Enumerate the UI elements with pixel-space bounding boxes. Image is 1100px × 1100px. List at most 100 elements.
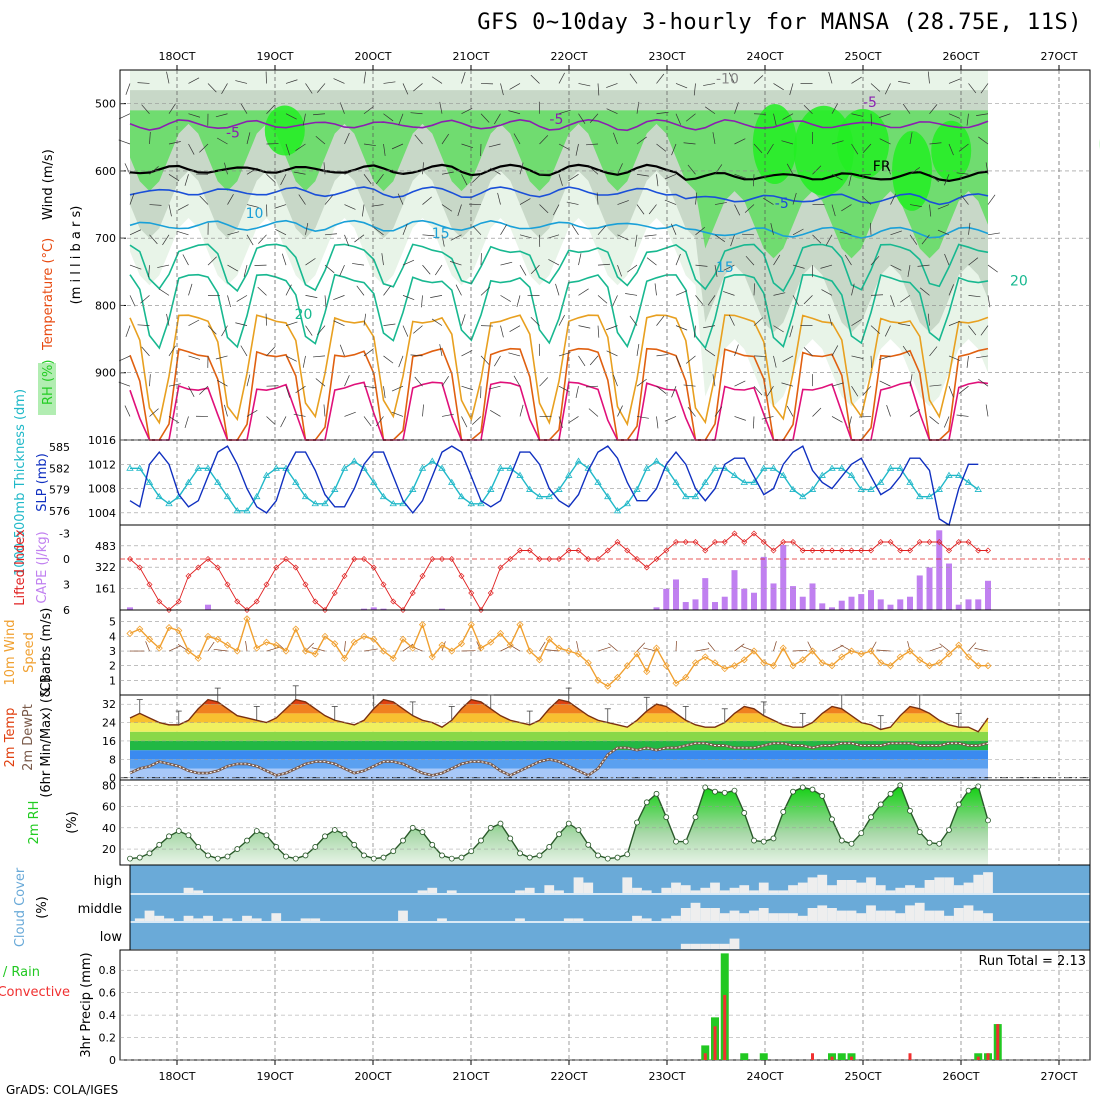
li-marker	[526, 547, 533, 554]
cape-bar	[790, 586, 796, 610]
li-marker	[127, 556, 133, 562]
cape-bar	[858, 594, 865, 610]
wind-barb	[671, 386, 677, 398]
rh2m-marker	[429, 841, 436, 848]
y-tick-label: 16	[102, 735, 116, 748]
wind-barb	[207, 83, 217, 93]
thickness-marker	[740, 478, 748, 485]
wind-barb	[555, 283, 560, 296]
cloud-bar-high	[934, 877, 945, 893]
cloud-bar-middle	[739, 913, 750, 921]
li-marker	[458, 573, 465, 579]
wind-barb	[414, 376, 423, 387]
cloud-bar-high	[700, 887, 711, 893]
wind-speed-marker	[214, 635, 222, 643]
wind-barb	[578, 288, 589, 296]
rh2m-marker	[985, 817, 991, 824]
wind-barb	[508, 352, 521, 357]
cloud-bar-high	[632, 887, 642, 893]
y-tick-label: 6	[63, 604, 70, 617]
wind-barb	[921, 234, 930, 245]
wind-barb	[558, 143, 570, 150]
rh2m-marker	[975, 783, 982, 790]
wind-barb	[383, 355, 394, 364]
wind-barb	[636, 416, 649, 419]
wind-barb	[431, 76, 443, 84]
cape-bar	[965, 599, 972, 610]
wind-barb	[939, 643, 950, 652]
wind-barb	[929, 204, 932, 217]
wind-speed-marker	[223, 641, 232, 649]
wind-barb	[500, 224, 507, 235]
wind-barb	[363, 313, 367, 326]
wind-barb	[909, 374, 913, 387]
wind-barb	[422, 264, 431, 275]
wind-barb	[960, 194, 969, 205]
ylabel: Lifted Index	[13, 529, 28, 606]
wind-barb	[509, 325, 521, 332]
contour-label: -5	[863, 95, 877, 111]
rh2m-marker	[575, 827, 582, 833]
wind-barb	[166, 71, 170, 84]
wind-barb	[675, 355, 682, 368]
li-marker	[721, 539, 728, 545]
wind-barb	[714, 202, 727, 205]
wind-barb	[402, 643, 414, 652]
thickness-marker	[652, 457, 661, 464]
wind-barb	[344, 411, 356, 417]
wind-barb	[439, 344, 443, 356]
thickness-marker	[535, 492, 544, 500]
cloud-bar-high	[193, 890, 204, 893]
wind-barb	[461, 71, 466, 84]
cloud-background	[130, 865, 1090, 950]
x-tick-label-bottom: 22OCT	[550, 1070, 587, 1083]
thickness-marker	[516, 471, 524, 478]
rh2m-marker	[458, 854, 465, 861]
li-marker	[936, 539, 943, 545]
cloud-bar-middle	[251, 918, 262, 921]
wind-barb	[831, 140, 844, 145]
wind-barb	[545, 649, 560, 652]
wind-barb	[929, 174, 940, 183]
thickness-marker	[682, 492, 690, 500]
rh2m-marker	[926, 839, 933, 846]
wind10m-panel: 12 3 45 10m Wind Speed & Barbs (m/s)	[3, 608, 1091, 697]
thickness-marker	[545, 492, 553, 500]
precip-conv-bar	[908, 1053, 912, 1060]
wind-barb	[558, 174, 563, 186]
wind-barb	[439, 101, 443, 114]
wind-barb	[455, 284, 462, 296]
li-marker	[478, 607, 484, 613]
wind-barb	[629, 315, 638, 326]
wind-barb	[488, 385, 501, 390]
cloud-bar-high	[739, 885, 750, 893]
wind-speed-marker	[272, 641, 280, 649]
rh2m-marker	[653, 790, 660, 797]
wind-barb	[656, 111, 669, 115]
wind-barb	[450, 234, 462, 241]
cape-bar	[673, 579, 679, 610]
wind-barb	[356, 285, 365, 296]
wind-barb	[305, 295, 318, 298]
contour-label: FR	[873, 159, 891, 175]
cape-bar	[682, 602, 689, 610]
wind-barb	[188, 143, 195, 155]
li-marker	[819, 547, 826, 554]
cloud-bar-low	[680, 943, 691, 949]
wind-barb	[184, 416, 189, 429]
wind-barb	[227, 295, 231, 308]
wind-barb	[613, 132, 618, 145]
wind-barb	[285, 321, 298, 326]
wind-barb	[285, 355, 297, 362]
wind-barb	[929, 104, 938, 114]
wind-barb	[728, 72, 735, 84]
wind-speed-marker	[253, 644, 261, 652]
cape-bar	[926, 567, 933, 610]
wind-barb	[457, 204, 462, 217]
cape-bar	[897, 599, 904, 610]
wind-barb	[118, 139, 131, 145]
wind-barb	[792, 228, 804, 236]
cape-bar	[916, 575, 923, 610]
wind-barb	[375, 416, 384, 427]
